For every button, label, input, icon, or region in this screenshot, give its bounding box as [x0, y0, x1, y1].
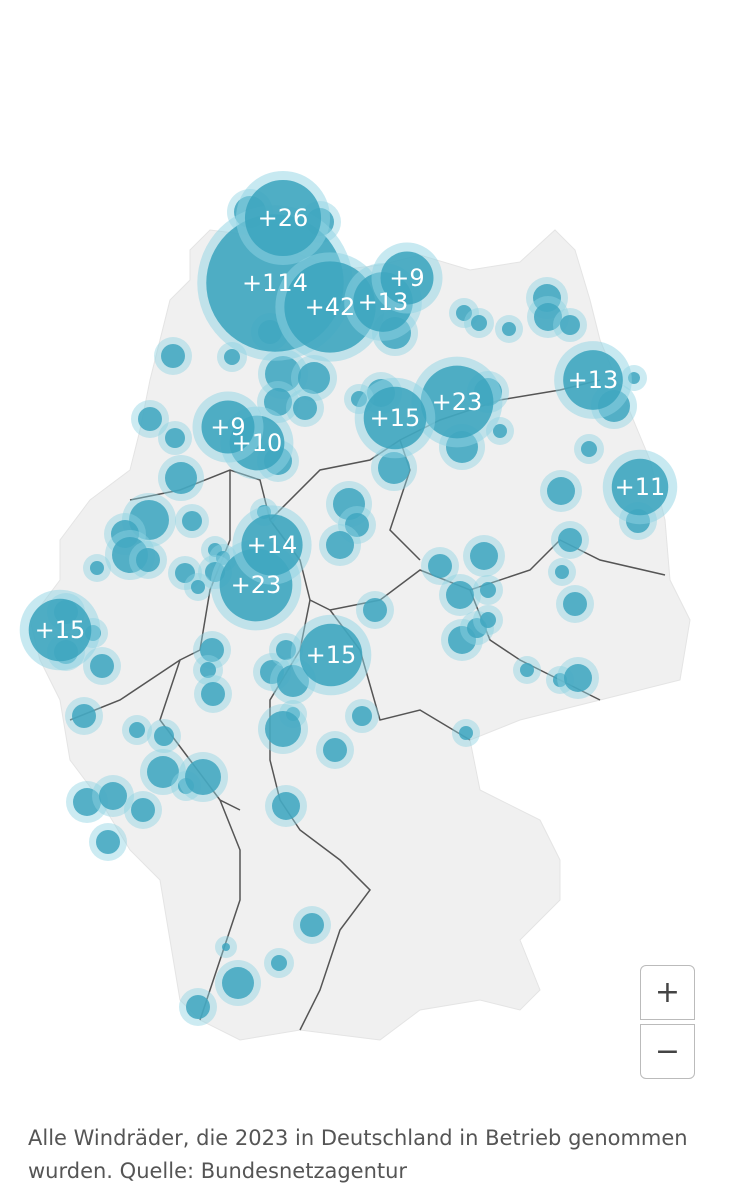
cluster-label: +15	[306, 641, 357, 669]
turbine-point	[293, 396, 317, 420]
turbine-point	[165, 462, 197, 494]
turbine-point	[470, 542, 498, 570]
cluster-label: +26	[258, 204, 309, 232]
cluster-bubble	[28, 598, 92, 662]
turbine-point	[272, 792, 300, 820]
turbine-point	[182, 511, 202, 531]
cluster-label: +13	[358, 288, 409, 316]
turbine-point	[547, 477, 575, 505]
cluster-label: +23	[432, 388, 483, 416]
turbine-point	[265, 356, 301, 392]
turbine-point	[300, 913, 324, 937]
turbine-point	[90, 654, 114, 678]
turbine-point	[186, 995, 210, 1019]
cluster-label: +15	[370, 404, 421, 432]
turbine-point	[201, 682, 225, 706]
turbine-point	[480, 612, 496, 628]
turbine-point	[264, 388, 292, 416]
turbine-point	[560, 315, 580, 335]
caption: Alle Windräder, die 2023 in Deutschland …	[28, 1126, 688, 1183]
turbine-point	[345, 513, 369, 537]
cluster-bubble	[299, 623, 363, 687]
turbine-point	[99, 782, 127, 810]
turbine-point	[323, 738, 347, 762]
turbine-point	[136, 548, 160, 572]
zoom-out-button[interactable]: −	[640, 1024, 695, 1079]
cluster-label: +15	[35, 616, 86, 644]
turbine-point	[129, 722, 145, 738]
cluster-bubble	[420, 365, 494, 439]
turbine-point	[154, 726, 174, 746]
turbine-point	[161, 344, 185, 368]
turbine-point	[131, 798, 155, 822]
turbine-point	[298, 362, 330, 394]
map: +114+42 +26 +23 +23 +15 +15 +15 +14 +13 +13 +11 +10…	[19, 170, 691, 1041]
turbine-point	[493, 424, 507, 438]
turbine-point	[185, 759, 221, 795]
turbine-point	[147, 756, 179, 788]
turbine-point	[480, 582, 496, 598]
turbine-point	[191, 580, 205, 594]
cluster-bubble	[380, 251, 434, 305]
turbine-point	[459, 726, 473, 740]
zoom-in-button[interactable]: +	[640, 965, 695, 1020]
turbine-point	[352, 706, 372, 726]
cluster-label: +10	[232, 429, 283, 457]
turbine-point	[446, 581, 474, 609]
cluster-label: +11	[615, 473, 666, 501]
turbine-point	[224, 349, 240, 365]
turbine-point	[326, 531, 354, 559]
turbine-point	[200, 662, 216, 678]
cluster-label: +13	[568, 366, 619, 394]
turbine-point	[581, 441, 597, 457]
cluster-label: +9	[210, 413, 245, 441]
turbine-point	[363, 598, 387, 622]
cluster-bubble	[201, 400, 255, 454]
turbine-point	[222, 943, 230, 951]
cluster-label: +42	[305, 293, 356, 321]
turbine-point	[378, 452, 410, 484]
turbine-point	[564, 664, 592, 692]
cluster-bubble	[241, 514, 303, 576]
turbine-point	[96, 830, 120, 854]
cluster-label: +9	[389, 264, 424, 292]
cluster-bubble	[611, 458, 669, 516]
turbine-point	[456, 305, 472, 321]
turbine-point	[138, 407, 162, 431]
turbine-point	[333, 488, 365, 520]
turbine-point	[555, 565, 569, 579]
turbine-point	[200, 638, 224, 662]
turbine-point	[563, 592, 587, 616]
turbine-point	[165, 428, 185, 448]
turbine-point	[222, 967, 254, 999]
turbine-point	[553, 673, 567, 687]
turbine-point	[558, 528, 582, 552]
turbine-point	[90, 561, 104, 575]
turbine-point	[73, 788, 101, 816]
cluster-bubble	[244, 179, 322, 257]
turbine-point	[534, 303, 562, 331]
turbine-point	[72, 704, 96, 728]
clusters: +114+42 +26 +23 +23 +15 +15 +15 +14 +13 +13 +11 +10…	[19, 170, 678, 696]
turbine-point	[175, 563, 195, 583]
turbine-point	[265, 711, 301, 747]
turbine-point	[502, 322, 516, 336]
cluster-label: +14	[247, 531, 298, 559]
turbine-point	[471, 315, 487, 331]
turbine-point	[520, 663, 534, 677]
cluster-label: +23	[231, 571, 282, 599]
turbine-point	[129, 500, 169, 540]
cluster-bubble	[363, 386, 427, 450]
cluster-bubble	[563, 350, 623, 410]
cluster-label: +114	[242, 269, 308, 297]
turbine-point	[428, 554, 452, 578]
turbine-point	[271, 955, 287, 971]
